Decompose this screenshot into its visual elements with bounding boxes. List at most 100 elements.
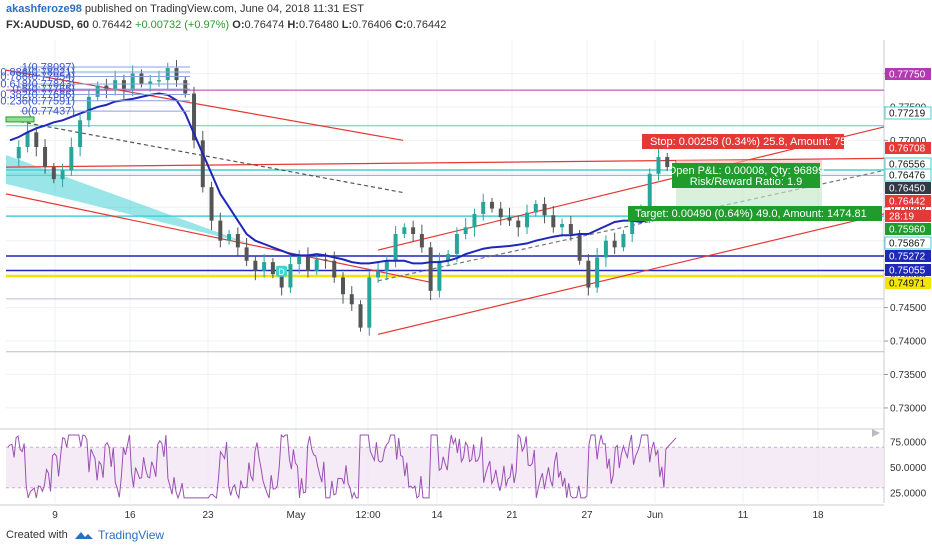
long-flat-trend-line (5, 157, 885, 168)
candle-body (165, 68, 170, 81)
published-text: published on TradingView.com, June 04, 2… (84, 3, 364, 15)
price-tick-label: 0.76000 (890, 203, 927, 214)
candle-body (507, 217, 512, 221)
price-tick-label: 0.73500 (890, 370, 927, 381)
price-label-box (885, 210, 931, 222)
price-tick-label: 0.77000 (890, 136, 927, 147)
time-tick-label: 18 (812, 510, 824, 520)
candle-body (384, 260, 389, 271)
candle-body (235, 234, 240, 248)
created-with-text: Created with (6, 529, 68, 541)
low-label: L: (341, 19, 353, 31)
candle-body (586, 260, 591, 288)
pnl-label-box (672, 163, 820, 188)
fib-level-label: 1(0.78097) (22, 61, 75, 73)
candle-body (577, 234, 582, 261)
risk-reward-text: Risk/Reward Ratio: 1.9 (690, 176, 803, 188)
time-tick-label: 16 (124, 510, 136, 520)
last-price: 0.76442 (92, 19, 132, 31)
green-marker (5, 116, 35, 123)
candle-body (279, 274, 284, 288)
pnl-label-text: Open P&L: 0.00008, Qty: 96899 (668, 165, 825, 177)
candle-body (104, 85, 109, 91)
candle-body (156, 80, 161, 82)
candle-body (34, 132, 39, 148)
footer: Created with TradingView (0, 520, 932, 550)
price-label-box (885, 277, 931, 289)
upper-downtrend-line (5, 69, 404, 141)
tradingview-logo-icon (74, 529, 94, 544)
high-value: 0.76480 (298, 19, 339, 31)
pane-collapse-icon (872, 429, 880, 437)
candle-body (341, 277, 345, 295)
candle-body (472, 213, 477, 228)
candle-body (551, 215, 556, 228)
price-label-box (885, 264, 931, 276)
dashed-channel-mid (377, 169, 885, 282)
price-label-text: 0.75960 (889, 225, 926, 236)
candle-body (297, 255, 302, 265)
chart-canvas[interactable]: 1(0.78097)0.886(0.78021)0.786(0.77954)0.… (0, 0, 932, 520)
channel-lower-line (377, 213, 885, 335)
candle-body (270, 262, 275, 275)
candle-body (253, 260, 258, 271)
rsi-tick-label: 25.0000 (890, 488, 927, 499)
candle-body (595, 257, 600, 288)
price-label-text: 0.77750 (889, 70, 926, 81)
fib-level-label: 0.618(0.77843) (0, 78, 75, 90)
candle-body (560, 223, 565, 228)
price-tick-label: 0.73000 (890, 403, 927, 414)
price-label-box (885, 142, 931, 154)
candle-body (568, 223, 573, 234)
rsi-tick-label: 75.0000 (890, 438, 927, 449)
candle-body (446, 254, 451, 261)
candle-body (174, 68, 179, 81)
candle-body (78, 120, 83, 148)
stop-label-box (642, 134, 844, 149)
candle-body (621, 234, 626, 248)
candle-body (227, 234, 232, 241)
fib-level-label: 0.236(0.77591) (0, 95, 75, 107)
time-tick-label: 12:00 (355, 510, 380, 520)
time-tick-label: 23 (202, 510, 214, 520)
candle-body (665, 157, 670, 168)
candle-body (516, 220, 521, 228)
price-label-text: 0.76476 (889, 171, 926, 182)
open-label: O: (232, 19, 245, 31)
candle-body (402, 227, 407, 234)
price-label-text: 0.75272 (889, 252, 926, 263)
price-label-box (885, 182, 931, 194)
candle-body (262, 262, 267, 271)
time-tick-label: 21 (506, 510, 518, 520)
candle-body (603, 240, 608, 258)
candle-body (148, 81, 153, 84)
candle-body (358, 304, 363, 328)
candle-body (43, 147, 48, 168)
candle-body (183, 80, 188, 94)
candle-body (113, 80, 118, 91)
tradingview-brand[interactable]: TradingView (98, 528, 165, 542)
candle-body (376, 270, 381, 278)
candle-body (428, 247, 433, 291)
candle-body (314, 259, 319, 271)
candle-body (525, 212, 530, 228)
candle-body (630, 218, 635, 234)
candle-body (95, 85, 100, 97)
fib-level-label: 0.382(0.77686) (0, 89, 75, 101)
candle-body (60, 170, 65, 180)
price-label-text: 28:19 (889, 212, 914, 223)
candle-body (393, 234, 398, 261)
candle-body (411, 227, 416, 234)
price-label-box (884, 106, 932, 120)
candle-body (200, 140, 205, 188)
candle-body (305, 255, 310, 271)
candle-body (498, 208, 503, 218)
candle-body (454, 234, 459, 255)
time-tick-label: May (287, 510, 306, 520)
candle-body (25, 132, 30, 148)
candle-body (121, 80, 126, 90)
author-link[interactable]: akashferoze98 (6, 3, 82, 15)
price-label-text: 0.76450 (889, 184, 926, 195)
candle-body (288, 264, 293, 288)
candle-body (419, 234, 424, 248)
